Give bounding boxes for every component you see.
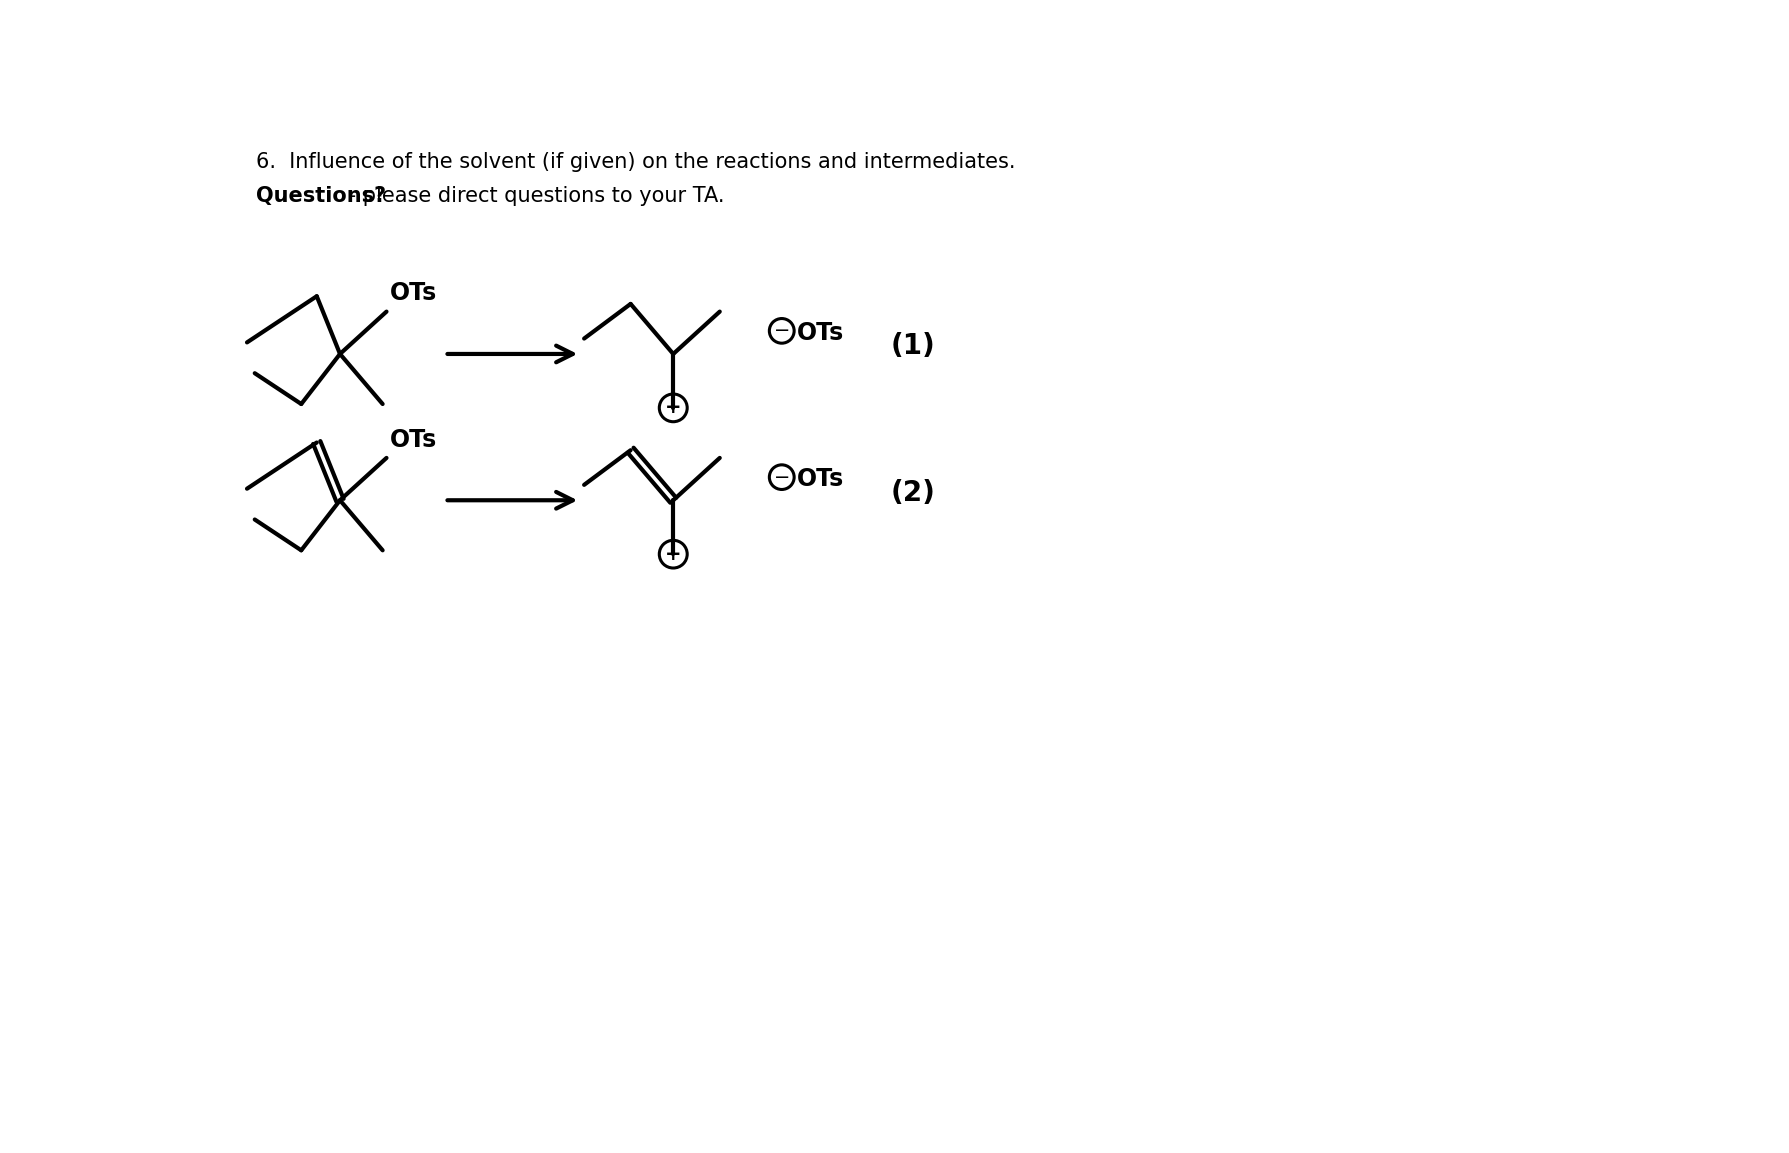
Text: Questions?: Questions? [256,186,386,206]
Text: OTs: OTs [390,428,437,452]
Text: (2): (2) [889,478,934,506]
Text: - please direct questions to your TA.: - please direct questions to your TA. [342,186,723,206]
Text: 6.  Influence of the solvent (if given) on the reactions and intermediates.: 6. Influence of the solvent (if given) o… [256,152,1014,172]
Text: (1): (1) [889,332,934,360]
Text: OTs: OTs [796,321,844,345]
Text: −: − [773,468,789,487]
Text: +: + [666,398,682,417]
Text: −: − [773,322,789,340]
Text: OTs: OTs [390,281,437,306]
Text: +: + [666,544,682,564]
Text: OTs: OTs [796,467,844,491]
